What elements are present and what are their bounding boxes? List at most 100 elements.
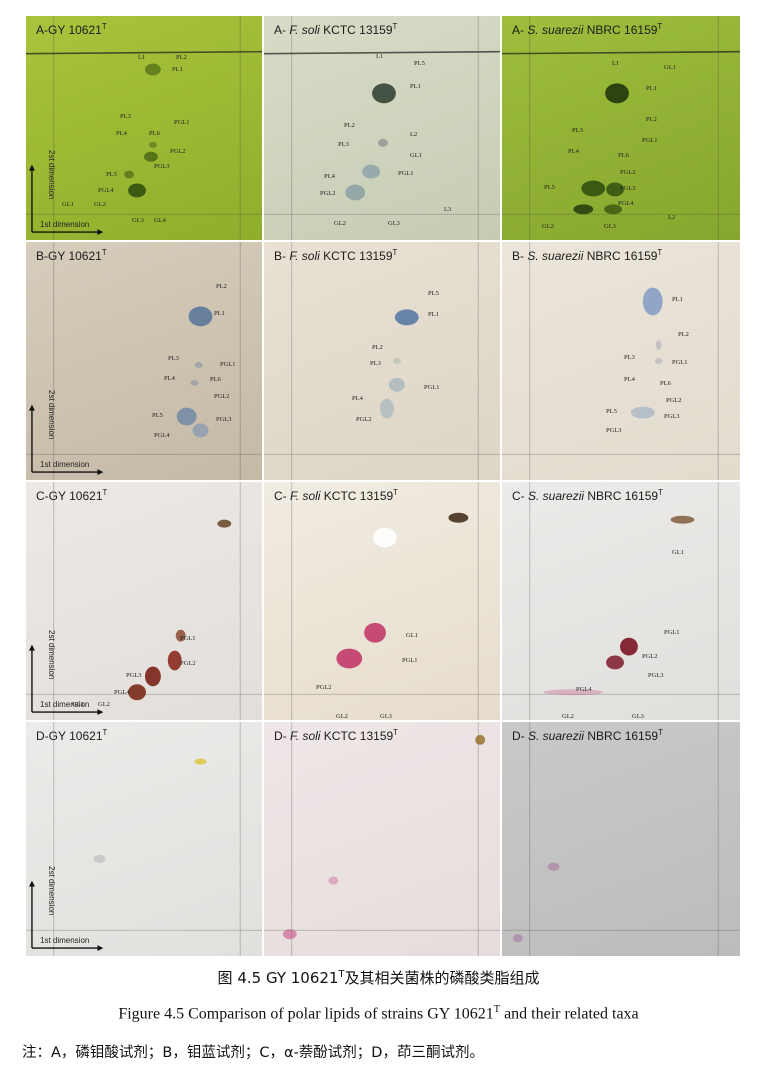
plate-title-prefix: D- [512,729,528,743]
lipid-label-pl5: PL5 [106,171,117,178]
lipid-label-pgl1: PGL1 [220,361,236,368]
lipid-label-pl3: PL3 [624,354,635,361]
lipid-label-pgl4: PGL4 [576,686,592,693]
plate-title-prefix: D- [274,729,290,743]
plate-title: D-GY 10621T [36,728,107,743]
lipid-spot [124,171,134,179]
lipid-spot [336,649,362,669]
plate-title: D- F. soli KCTC 13159T [274,728,398,743]
lipid-label-pgl4: PGL4 [154,432,170,439]
plate-title-type-sup: T [393,248,398,257]
lipid-spot [605,83,629,103]
row-b-molybdenum-blue: B-GY 10621T PL2 PL1 PL3 PGL1 PL4 PL6 PGL2 PL5 PGL… [26,242,742,482]
lipid-label-gl2: GL2 [336,713,348,720]
lipid-label-l2: L2 [668,214,675,221]
lipid-label-pgl4: PGL4 [618,200,634,207]
lipid-label-pl6: PL6 [618,152,629,159]
lipid-label-l2: L2 [410,131,417,138]
lipid-spot [620,638,638,656]
plate-title-prefix: A-GY 10621 [36,23,102,37]
plate-title: C- F. soli KCTC 13159T [274,488,398,503]
lipid-spot [128,184,146,198]
lipid-label-gl1: GL1 [672,549,684,556]
lipid-label-l1: L1 [612,60,619,67]
lipid-label-gl3: GL3 [388,220,400,227]
row-c-naphthol: C-GY 10621TPGL1PGL2PGL3PGL4GL2GL1GL3GL41… [26,482,742,722]
lipid-spot [606,656,624,670]
tlc-plate-c-1: C-GY 10621TPGL1PGL2PGL3PGL4GL2GL1GL3GL41… [26,482,264,722]
lipid-label-pgl3: PGL3 [606,427,622,434]
plate-title-strain: KCTC 13159 [320,729,393,743]
lipid-label-pl1: PL1 [410,83,421,90]
lipid-label-pgl3: PGL3 [216,416,232,423]
lipid-label-pgl1: PGL1 [180,635,196,642]
tlc-plate-graphic [264,16,500,240]
lipid-spot [631,407,655,419]
lipid-label-l3: L3 [444,206,451,213]
row-d-ninhydrin: D-GY 10621T 1st dimension 2st dimension D- … [26,722,742,958]
row-a-phosphomolybdic: A-GY 10621T L1 PL2 PL1 PL3 PGL1 PL4 PL6 PGL2 PGL3… [26,16,742,242]
plate-title-type-sup: T [102,248,107,257]
plate-title-strain: KCTC 13159 [320,23,393,37]
lipid-label-pgl4: PGL4 [98,187,114,194]
lipid-spot [283,929,297,939]
lipid-label-gl2: GL2 [94,201,106,208]
caption-cn-suffix: 及其相关菌株的磷酸类脂组成 [344,969,539,987]
lipid-spot [362,165,380,179]
tlc-plate-graphic [502,482,740,720]
lipid-spot [128,684,146,700]
second-dimension-arrow [29,165,35,171]
lipid-spot [581,181,605,197]
lipid-label-gl1: GL1 [62,201,74,208]
lipid-label-pgl2: PGL2 [642,653,658,660]
lipid-spot [145,666,161,686]
lipid-label-pgl3: PGL3 [664,413,680,420]
lipid-spot [149,142,157,148]
lipid-label-pgl1: PGL1 [424,384,440,391]
second-dimension-label: 2st dimension [47,630,56,679]
first-dimension-arrow [97,945,103,951]
lipid-label-pl4: PL4 [116,130,127,137]
lipid-spot [195,362,203,368]
tlc-plate-graphic [26,482,262,720]
lipid-spot [145,64,161,76]
lipid-label-pgl2: PGL2 [180,660,196,667]
lipid-label-pl6: PL6 [210,376,221,383]
figure-caption-chinese: 图 4.5 GY 10621T及其相关菌株的磷酸类脂组成 [0,967,757,988]
plate-title-species: F. soli [289,23,319,37]
tlc-plate-d-2: D- F. soli KCTC 13159T [264,722,502,958]
tlc-plate-c-2: C- F. soli KCTC 13159T GL1 PGL1 PGL2 GL2 GL3 [264,482,502,722]
plate-title-prefix: C- [512,489,528,503]
lipid-label-gl3: GL3 [632,713,644,720]
plate-title: B- F. soli KCTC 13159T [274,248,397,263]
lipid-spot [643,288,663,316]
plate-title-type-sup: T [657,248,662,257]
lipid-label-pgl2: PGL2 [320,190,336,197]
lipid-spot [189,306,213,326]
lipid-label-pgl2: PGL2 [666,397,682,404]
lipid-label-pl3: PL3 [370,360,381,367]
lipid-spot [193,423,209,437]
lipid-label-gl2: GL2 [334,220,346,227]
lipid-label-gl2: GL2 [562,713,574,720]
lipid-spot [195,759,207,765]
lipid-label-pl3: PL3 [338,141,349,148]
lipid-label-pl5: PL5 [414,60,425,67]
plate-title: C- S. suarezii NBRC 16159T [512,488,663,503]
lipid-label-gl4: GL4 [154,217,166,224]
figure-caption-english: Figure 4.5 Comparison of polar lipids of… [0,1004,757,1023]
plate-title: B-GY 10621T [36,248,107,263]
lipid-spot [364,623,386,643]
plate-title-strain: KCTC 13159 [320,489,393,503]
plate-title: D- S. suarezii NBRC 16159T [512,728,663,743]
plate-title-type-sup: T [657,22,662,31]
plate-title-species: S. suarezii [528,489,584,503]
first-dimension-arrow [97,469,103,475]
lipid-label-pl1: PL1 [672,296,683,303]
lipid-spot [372,83,396,103]
plate-title-prefix: B-GY 10621 [36,249,102,263]
plate-title-prefix: A- [512,23,527,37]
tlc-plate-graphic [26,722,262,956]
first-dimension-label: 1st dimension [40,460,89,469]
lipid-spot [345,184,365,200]
